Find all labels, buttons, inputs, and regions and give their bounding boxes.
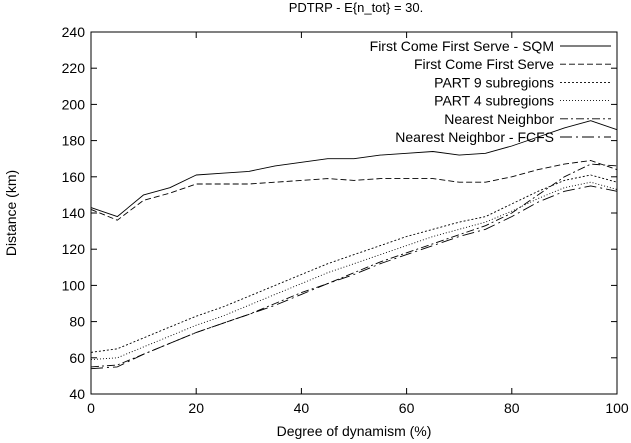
series-line-4 [90,181,618,361]
legend-label: PART 9 subregions [434,74,554,90]
series-line-3 [90,174,618,353]
series-line-1 [90,120,618,218]
x-tick-label: 40 [294,400,310,416]
y-tick-label: 100 [62,277,86,293]
y-tick-label: 160 [62,169,86,185]
chart-title: PDTRP - E{n_tot} = 30. [289,0,424,15]
legend: First Come First Serve - SQM First Come F… [370,38,611,145]
x-axis: 0 20 40 60 80 100 [87,32,629,416]
series-line-5 [90,163,618,368]
legend-label: First Come First Serve [414,56,554,72]
y-axis: 40 60 80 100 120 140 160 180 200 220 240 [62,24,617,402]
legend-label: Nearest Neighbor [444,111,554,127]
legend-label: First Come First Serve - SQM [370,38,554,54]
y-tick-label: 80 [69,314,85,330]
y-tick-label: 240 [62,24,86,40]
x-axis-title: Degree of dynamism (%) [277,423,432,439]
series-lines [90,120,618,370]
legend-label: PART 4 subregions [434,93,554,109]
series-line-2 [90,160,618,221]
y-tick-label: 220 [62,60,86,76]
x-tick-label: 60 [399,400,415,416]
y-tick-label: 120 [62,241,86,257]
y-tick-label: 40 [69,386,85,402]
y-tick-label: 60 [69,350,85,366]
y-tick-label: 200 [62,96,86,112]
x-tick-label: 0 [87,400,95,416]
y-axis-title: Distance (km) [3,170,19,256]
y-tick-label: 180 [62,133,86,149]
x-tick-label: 20 [188,400,204,416]
x-tick-label: 100 [605,400,629,416]
legend-label: Nearest Neighbor - FCFS [395,129,554,145]
x-tick-label: 80 [504,400,520,416]
series-line-6 [90,185,618,370]
y-tick-label: 140 [62,205,86,221]
